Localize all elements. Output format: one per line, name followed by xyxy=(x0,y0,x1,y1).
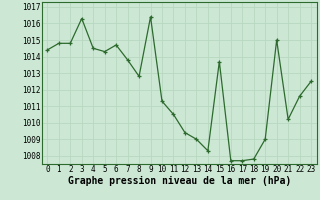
X-axis label: Graphe pression niveau de la mer (hPa): Graphe pression niveau de la mer (hPa) xyxy=(68,176,291,186)
